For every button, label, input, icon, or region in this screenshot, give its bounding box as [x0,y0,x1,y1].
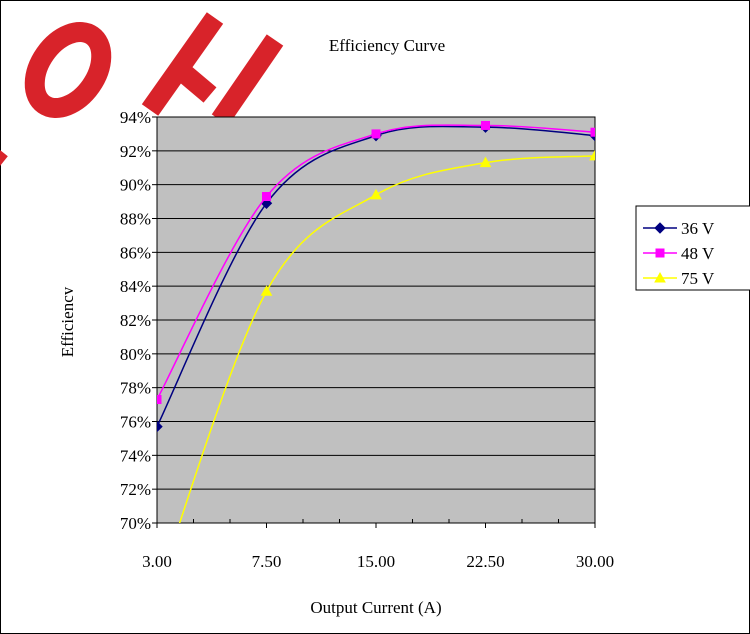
y-tick-label: 72% [120,480,151,499]
y-tick-label: 80% [120,345,151,364]
y-tick-label: 82% [120,311,151,330]
x-axis-title: Output Current (A) [310,598,441,617]
x-tick-label: 22.50 [466,552,504,571]
data-point [370,188,382,200]
series-line [157,125,595,427]
data-point [479,156,492,168]
x-tick-label: 15.00 [357,552,395,571]
y-axis-ticks: 70% 72% 74% 76% 78% 80% 82% 84% 86% 88% 90% 92% 94% [120,108,157,533]
chart-title: Efficiency Curve [329,36,445,55]
watermark-logo [0,12,284,167]
series-2 [178,149,595,523]
data-point [157,395,162,405]
x-tick-label: 30.00 [576,552,614,571]
y-axis-title-mask [73,255,82,315]
legend-marker [655,248,665,258]
series-line [157,124,595,400]
y-tick-label: 76% [120,413,151,432]
series-1 [157,120,595,405]
y-tick-label: 78% [120,379,151,398]
legend-label: 75 V [681,269,715,288]
data-point [590,127,595,137]
x-axis-ticks: 3.00 7.50 15.00 22.50 30.00 [142,519,614,571]
data-point [371,129,381,139]
data-point [157,420,163,433]
y-tick-label: 84% [120,277,151,296]
legend-item: 48 V [643,244,715,263]
legend-item: 36 V [643,219,715,238]
legend-item: 75 V [643,269,715,288]
y-axis-title: Efficiency [58,286,77,357]
legend-marker [654,222,666,234]
y-tick-label: 74% [120,446,151,465]
y-tick-label: 86% [120,243,151,262]
watermark-letter-i [211,34,284,126]
data-point [262,192,271,202]
data-point [481,120,490,130]
legend: 36 V 48 V 75 V [643,219,715,288]
series-layer [157,120,595,523]
x-tick-label: 3.00 [142,552,172,571]
y-tick-label: 90% [120,176,151,195]
legend-box [635,205,750,291]
watermark-letter-o [24,22,112,118]
y-tick-label: 94% [120,108,151,127]
data-point [260,285,273,296]
x-tick-label: 7.50 [252,552,282,571]
legend-label: 48 V [681,244,715,263]
legend-marker [654,271,666,283]
series-line [178,155,595,523]
y-tick-label: 70% [120,514,151,533]
legend-label: 36 V [681,219,715,238]
data-point [589,149,595,161]
y-tick-label: 88% [120,210,151,229]
watermark-letter-r [141,12,224,116]
y-tick-label: 92% [120,142,151,161]
